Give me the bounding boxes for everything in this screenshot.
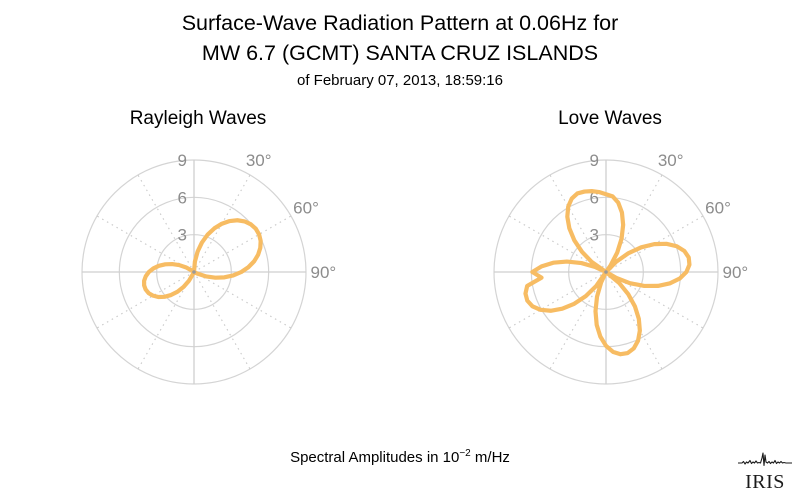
- figure-title-line-2: MW 6.7 (GCMT) SANTA CRUZ ISLANDS: [201, 41, 599, 65]
- plot-origin: [604, 270, 608, 274]
- radiation-pattern-curve: [142, 218, 263, 300]
- iris-logo-text: IRIS: [745, 471, 785, 493]
- caption-exponent: −2: [459, 448, 471, 459]
- polar-plot-love: 30° 60° 90° 3 6 9: [493, 151, 749, 385]
- grid-spoke-300: [508, 215, 607, 273]
- figure-subtitle: of February 07, 2013, 18:59:16: [297, 72, 503, 89]
- grid-spoke-60: [193, 215, 292, 273]
- grid-spoke-210: [137, 271, 195, 370]
- polar-plot-rayleigh: 30° 60° 90° 3 6 9: [81, 151, 337, 385]
- panel-rayleigh-waves: Rayleigh Waves 30° 60° 90° 3 6 9: [28, 108, 368, 428]
- radial-tick-label-6: 6: [178, 188, 187, 207]
- figure-title-block: Surface-Wave Radiation Pattern at 0.06Hz…: [0, 8, 800, 92]
- grid-spoke-120: [193, 271, 292, 329]
- grid-spoke-330: [549, 174, 607, 273]
- figure-title-line-1: Surface-Wave Radiation Pattern at 0.06Hz…: [181, 11, 619, 35]
- angular-tick-label-60: 60°: [705, 198, 731, 217]
- angular-tick-label-90: 90°: [723, 263, 749, 282]
- grid-spoke-330: [137, 174, 195, 273]
- plot-origin: [192, 270, 196, 274]
- angular-tick-label-30: 30°: [246, 151, 272, 170]
- caption-prefix: Spectral Amplitudes in 10: [290, 449, 460, 466]
- grid-spoke-210: [549, 271, 607, 370]
- panel-love-waves: Love Waves 30° 60° 90° 3 6 9: [440, 108, 780, 428]
- radial-tick-label-3: 3: [590, 226, 599, 245]
- radial-tick-label-9: 9: [590, 151, 599, 170]
- iris-logo: IRIS: [736, 452, 794, 493]
- seismogram-icon: [738, 452, 792, 467]
- radial-tick-label-9: 9: [178, 151, 187, 170]
- grid-spoke-30: [605, 174, 663, 273]
- angular-tick-label-60: 60°: [293, 198, 319, 217]
- grid-spoke-150: [193, 271, 251, 370]
- caption-suffix: m/Hz: [470, 449, 510, 466]
- panel-title-love: Love Waves: [558, 108, 662, 129]
- radial-tick-label-6: 6: [590, 188, 599, 207]
- grid-spoke-240: [96, 271, 195, 329]
- angular-tick-label-90: 90°: [311, 263, 337, 282]
- grid-spoke-300: [96, 215, 195, 273]
- grid-spoke-240: [508, 271, 607, 329]
- figure-caption: Spectral Amplitudes in 10−2 m/Hz: [0, 448, 800, 466]
- radial-tick-label-3: 3: [178, 226, 187, 245]
- grid-spoke-120: [605, 271, 704, 329]
- panel-title-rayleigh: Rayleigh Waves: [129, 108, 267, 129]
- angular-tick-label-30: 30°: [658, 151, 684, 170]
- grid-spoke-150: [605, 271, 663, 370]
